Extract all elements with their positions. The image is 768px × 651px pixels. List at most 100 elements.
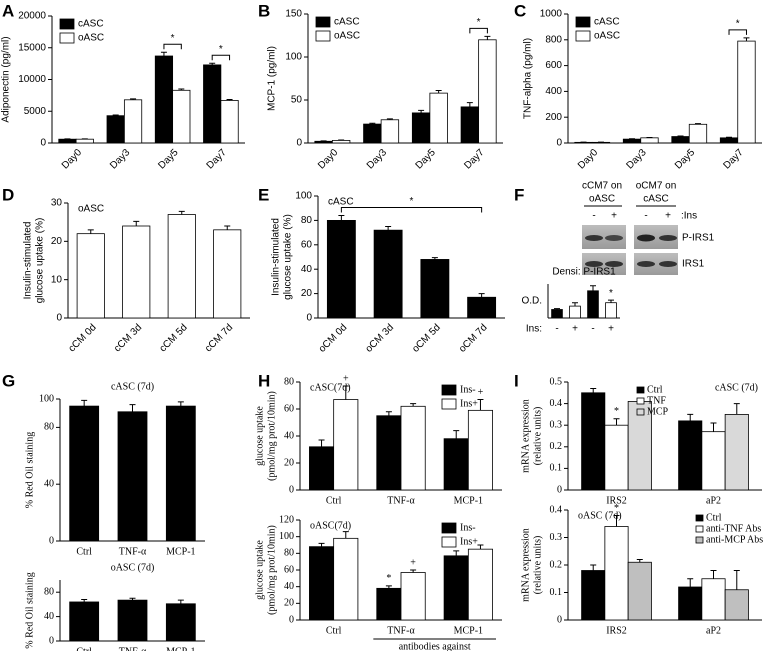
bar (220, 100, 239, 144)
bar (604, 424, 629, 491)
y-axis-label: glucose uptake (%) (35, 218, 46, 304)
y-tick-label: 0.3 (550, 419, 563, 430)
y-tick-label: 50 (291, 95, 303, 106)
x-tick-label: - (555, 324, 558, 335)
y-tick-label: 40 (44, 478, 54, 489)
y-tick-label: 0 (289, 614, 294, 625)
y-tick-label: 5000 (24, 106, 47, 117)
y-tick-label: 0 (49, 635, 54, 646)
blot-panel (634, 253, 678, 275)
bar (333, 537, 359, 621)
y-tick-label: 10 (51, 274, 63, 285)
bar (627, 561, 652, 621)
y-tick-label: 20 (284, 598, 294, 609)
bar (569, 305, 581, 319)
panel-title: cASC (7d) (111, 381, 154, 392)
bar (443, 438, 469, 491)
bar (701, 578, 726, 621)
y-tick-label: 0.1 (550, 587, 563, 598)
y-tick-label: 20 (51, 236, 63, 247)
significance: * (614, 503, 619, 514)
y-tick-label: 400 (545, 86, 562, 97)
error-bar (590, 285, 596, 291)
y-axis-label: Insulin-stimulated (271, 218, 282, 296)
x-tick-label: cCM 7d (203, 322, 235, 354)
legend-label: TNF (647, 395, 666, 406)
x-tick-label: oCM 0d (317, 322, 350, 355)
error-bar (129, 404, 136, 412)
x-tick-label: Day7 (462, 147, 487, 172)
blot-panel (582, 253, 626, 275)
error-bar (81, 599, 88, 602)
blot-row-label: P-IRS1 (682, 233, 715, 244)
bar (69, 405, 100, 542)
error-bar (590, 387, 597, 393)
blot-group: cCM7 on (582, 181, 622, 192)
error-bar (435, 90, 442, 94)
y-tick-label: 0.4 (550, 504, 563, 515)
x-tick-label: Day7 (205, 147, 230, 172)
significance: * (171, 33, 175, 44)
x-tick-label: Ctrl (326, 625, 342, 636)
panel-letter: I (514, 371, 519, 390)
bar (76, 233, 105, 319)
error-bar (677, 135, 684, 137)
bar (58, 138, 77, 144)
bar (154, 55, 174, 144)
y-tick-label: 100 (295, 191, 312, 202)
x-tick-label: MCP-1 (454, 495, 483, 506)
y-tick-label: 0 (296, 138, 302, 149)
x-tick-label: Day0 (576, 147, 601, 172)
x-tick-label: Day5 (673, 147, 698, 172)
y-tick-label: 0.2 (550, 559, 563, 570)
bar (117, 411, 148, 542)
legend-label: oASC (334, 31, 360, 42)
error-bar (386, 118, 393, 120)
error-bar (130, 98, 137, 100)
bar (117, 599, 148, 642)
y-axis-label: (relative units) (532, 407, 543, 466)
error-bar (81, 399, 88, 407)
y-tick-label: 0 (557, 484, 562, 495)
panel-letter: H (258, 371, 270, 390)
significance: * (410, 196, 414, 207)
error-bar (385, 585, 392, 589)
y-tick-label: 40 (301, 264, 313, 275)
blot-band (585, 235, 603, 241)
error-bar (410, 403, 417, 407)
bar (581, 392, 606, 491)
legend-swatch (636, 397, 645, 405)
bar (213, 229, 242, 319)
bar (420, 259, 450, 319)
bar (551, 309, 563, 319)
x-tick-label: cCM 0d (67, 322, 99, 354)
bar (678, 586, 703, 621)
panel: A 0 5000 10000 15000 20000 Adiponectin (pg/ml)… (1, 1, 245, 172)
bar (165, 405, 196, 542)
bar (443, 555, 469, 621)
bar (724, 589, 749, 621)
error-bar (687, 413, 694, 421)
x-tick-label: Day3 (365, 147, 390, 172)
panel-letter: A (2, 1, 14, 20)
error-bar (133, 220, 140, 226)
x-tick-label: Day7 (721, 147, 746, 172)
western-blot: cCM7 on oASC oCM7 on cASC - + - + :Ins P… (582, 181, 715, 275)
y-tick-label: 20 (284, 457, 294, 468)
significance: * (614, 406, 619, 417)
error-bar (342, 531, 349, 539)
bracket (469, 27, 488, 34)
y-tick-label: 15000 (18, 42, 46, 53)
error-bar (431, 257, 438, 260)
bar (309, 546, 335, 621)
bar (75, 138, 94, 144)
x-tick-label: Day0 (60, 147, 85, 172)
legend-swatch (441, 522, 457, 534)
blot-band (637, 234, 655, 242)
bar (467, 409, 493, 491)
x-tick-label: Day0 (316, 147, 341, 172)
error-bar (590, 564, 597, 571)
y-tick-label: 0.2 (550, 441, 563, 452)
bar (678, 420, 703, 491)
panel-title: oASC (7d) (111, 562, 155, 573)
